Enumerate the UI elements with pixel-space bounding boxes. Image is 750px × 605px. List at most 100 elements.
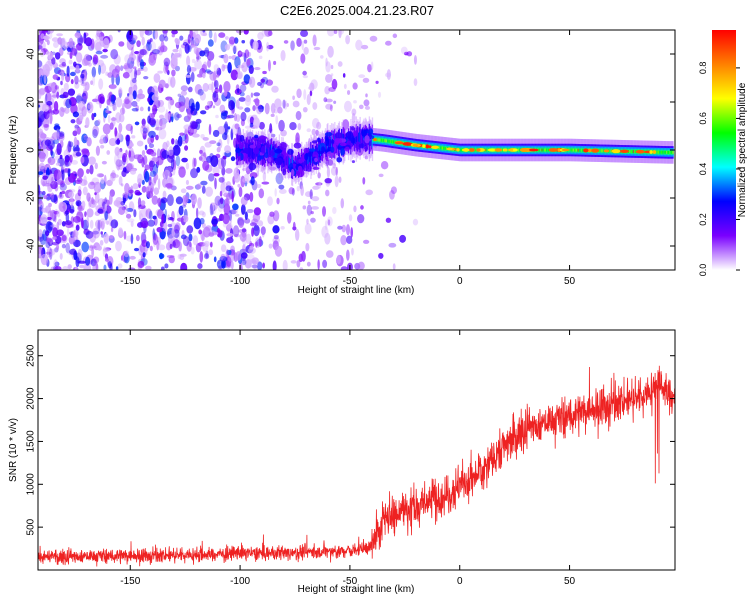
spectrogram-noise-blob — [40, 33, 45, 40]
spectrogram-noise-blob — [54, 265, 62, 270]
spectrogram-noise-blob — [77, 189, 82, 197]
spectrogram-noise-blob — [233, 234, 241, 238]
spectrogram-noise-blob — [170, 185, 177, 191]
spectrogram-ridge-cell — [267, 145, 270, 159]
spectrogram-noise-blob — [159, 34, 165, 42]
spectrogram-noise-blob — [209, 241, 213, 248]
spectrogram-noise-blob — [255, 241, 258, 248]
spectrogram-noise-blob — [377, 91, 382, 98]
spectrogram-ridge-cell — [440, 146, 442, 150]
spectrogram-noise-blob — [118, 131, 122, 141]
spectrogram-noise-blob — [237, 106, 244, 110]
colorbar-tick-label: 0.0 — [698, 264, 708, 277]
spectrogram-noise-blob — [207, 100, 212, 106]
spectrogram-noise-blob — [45, 92, 52, 103]
spectrogram-noise-blob — [203, 61, 208, 69]
spectrogram-ridge-cell — [252, 145, 254, 156]
spectrogram-noise-blob — [196, 56, 202, 60]
spectrogram-noise-blob — [39, 49, 45, 57]
spectrogram-noise-blob — [69, 71, 76, 77]
snr-y-tick-label: 500 — [26, 518, 37, 535]
spectrogram-noise-blob — [159, 45, 168, 53]
spectrogram-ridge-cell — [355, 130, 357, 148]
spectrogram-noise-blob — [239, 84, 247, 93]
spectrogram-noise-blob — [226, 249, 232, 256]
spectrogram-ridge-cell — [608, 149, 610, 153]
spectrogram-noise-blob — [306, 218, 309, 225]
spectrogram-noise-blob — [91, 246, 95, 258]
spectrogram-noise-blob — [341, 224, 347, 233]
spectrogram-noise-blob — [326, 166, 330, 178]
spectrogram-noise-blob — [251, 257, 260, 265]
spectrogram-ridge-cell — [546, 148, 548, 152]
spectrogram-blob — [269, 150, 275, 157]
spectrogram-ridge-cell — [475, 148, 477, 152]
spectrogram-noise-blob — [85, 117, 90, 128]
spectrogram-noise-blob — [305, 242, 310, 252]
spectrogram-noise-blob — [125, 123, 133, 132]
spectrogram-noise-blob — [389, 189, 395, 200]
spectrogram-noise-blob — [50, 180, 58, 190]
spectrogram-noise-blob — [246, 254, 255, 262]
spectrogram-noise-blob — [157, 70, 163, 74]
spectrogram-noise-blob — [378, 252, 384, 259]
spectrogram-noise-blob — [106, 150, 111, 155]
spectrogram-noise-blob — [49, 248, 53, 260]
spectrogram-noise-blob — [153, 187, 160, 195]
spectrogram-blob — [248, 162, 257, 171]
spectrogram-noise-blob — [102, 248, 110, 252]
spectrogram-noise-blob — [185, 74, 192, 78]
spectrogram-noise-blob — [324, 220, 328, 231]
spectrogram-noise-blob — [80, 148, 89, 155]
spectrogram-noise-blob — [58, 193, 64, 199]
spectrogram-noise-blob — [198, 156, 203, 161]
spectrogram-peak — [476, 148, 481, 152]
spectrogram-ridge-cell — [454, 148, 457, 151]
spectrogram-noise-blob — [197, 197, 202, 209]
spectrogram-noise-blob — [172, 144, 181, 156]
spectrogram-noise-blob — [75, 52, 83, 63]
spectrogram-noise-blob — [92, 262, 99, 270]
spectrogram-noise-blob — [184, 145, 189, 151]
spectrogram-ridge-cell — [380, 138, 383, 142]
spectrogram-noise-blob — [130, 233, 134, 245]
spectrogram-noise-blob — [175, 38, 181, 46]
spectrogram-peak — [635, 149, 645, 154]
spectrogram-noise-blob — [312, 185, 320, 190]
spectrogram-noise-blob — [258, 55, 263, 60]
spectrogram-noise-blob — [138, 209, 142, 221]
spectrogram-ridge-cell — [387, 139, 390, 143]
spectrogram-noise-blob — [346, 249, 350, 261]
spectrogram-noise-blob — [178, 166, 186, 178]
spectrogram-noise-blob — [56, 229, 64, 237]
spectrogram-noise-blob — [99, 239, 104, 246]
spectrogram-noise-blob — [225, 249, 230, 259]
spectrogram-noise-blob — [81, 106, 87, 117]
spectrogram-noise-blob — [343, 83, 347, 89]
colorbar: 0.00.20.40.60.8 Normalized spectral ampl… — [698, 30, 748, 276]
spectrogram-noise-blob — [161, 214, 165, 224]
spectrogram-ridge-cell — [303, 156, 305, 167]
spectrogram-noise-blob — [49, 112, 53, 125]
spectrogram-noise-blob — [216, 146, 221, 153]
spectrogram-noise-blob — [412, 218, 419, 226]
spectrogram-noise-blob — [145, 241, 150, 249]
spectrogram-noise-blob — [239, 91, 245, 97]
spectrogram-blob — [290, 168, 295, 177]
spectrogram-noise-blob — [164, 180, 172, 184]
spectrogram-noise-blob — [83, 263, 92, 270]
spectrogram-noise-blob — [152, 215, 157, 220]
spectrogram-peak — [649, 150, 653, 154]
spectrogram-noise-blob — [340, 266, 348, 270]
spectrogram-ridge-cell — [361, 132, 364, 144]
spectrogram-noise-blob — [183, 196, 189, 204]
spectrogram-noise-blob — [250, 92, 254, 98]
spectrogram-noise-blob — [38, 206, 43, 217]
spectrogram-blob — [330, 139, 335, 144]
spectrogram-noise-blob — [75, 151, 82, 157]
spectrogram-noise-blob — [152, 233, 159, 246]
spectrogram-noise-blob — [327, 30, 335, 37]
spectrogram-noise-blob — [223, 53, 229, 64]
spectrogram-noise-blob — [57, 37, 63, 45]
spectrogram-noise-blob — [120, 201, 126, 206]
